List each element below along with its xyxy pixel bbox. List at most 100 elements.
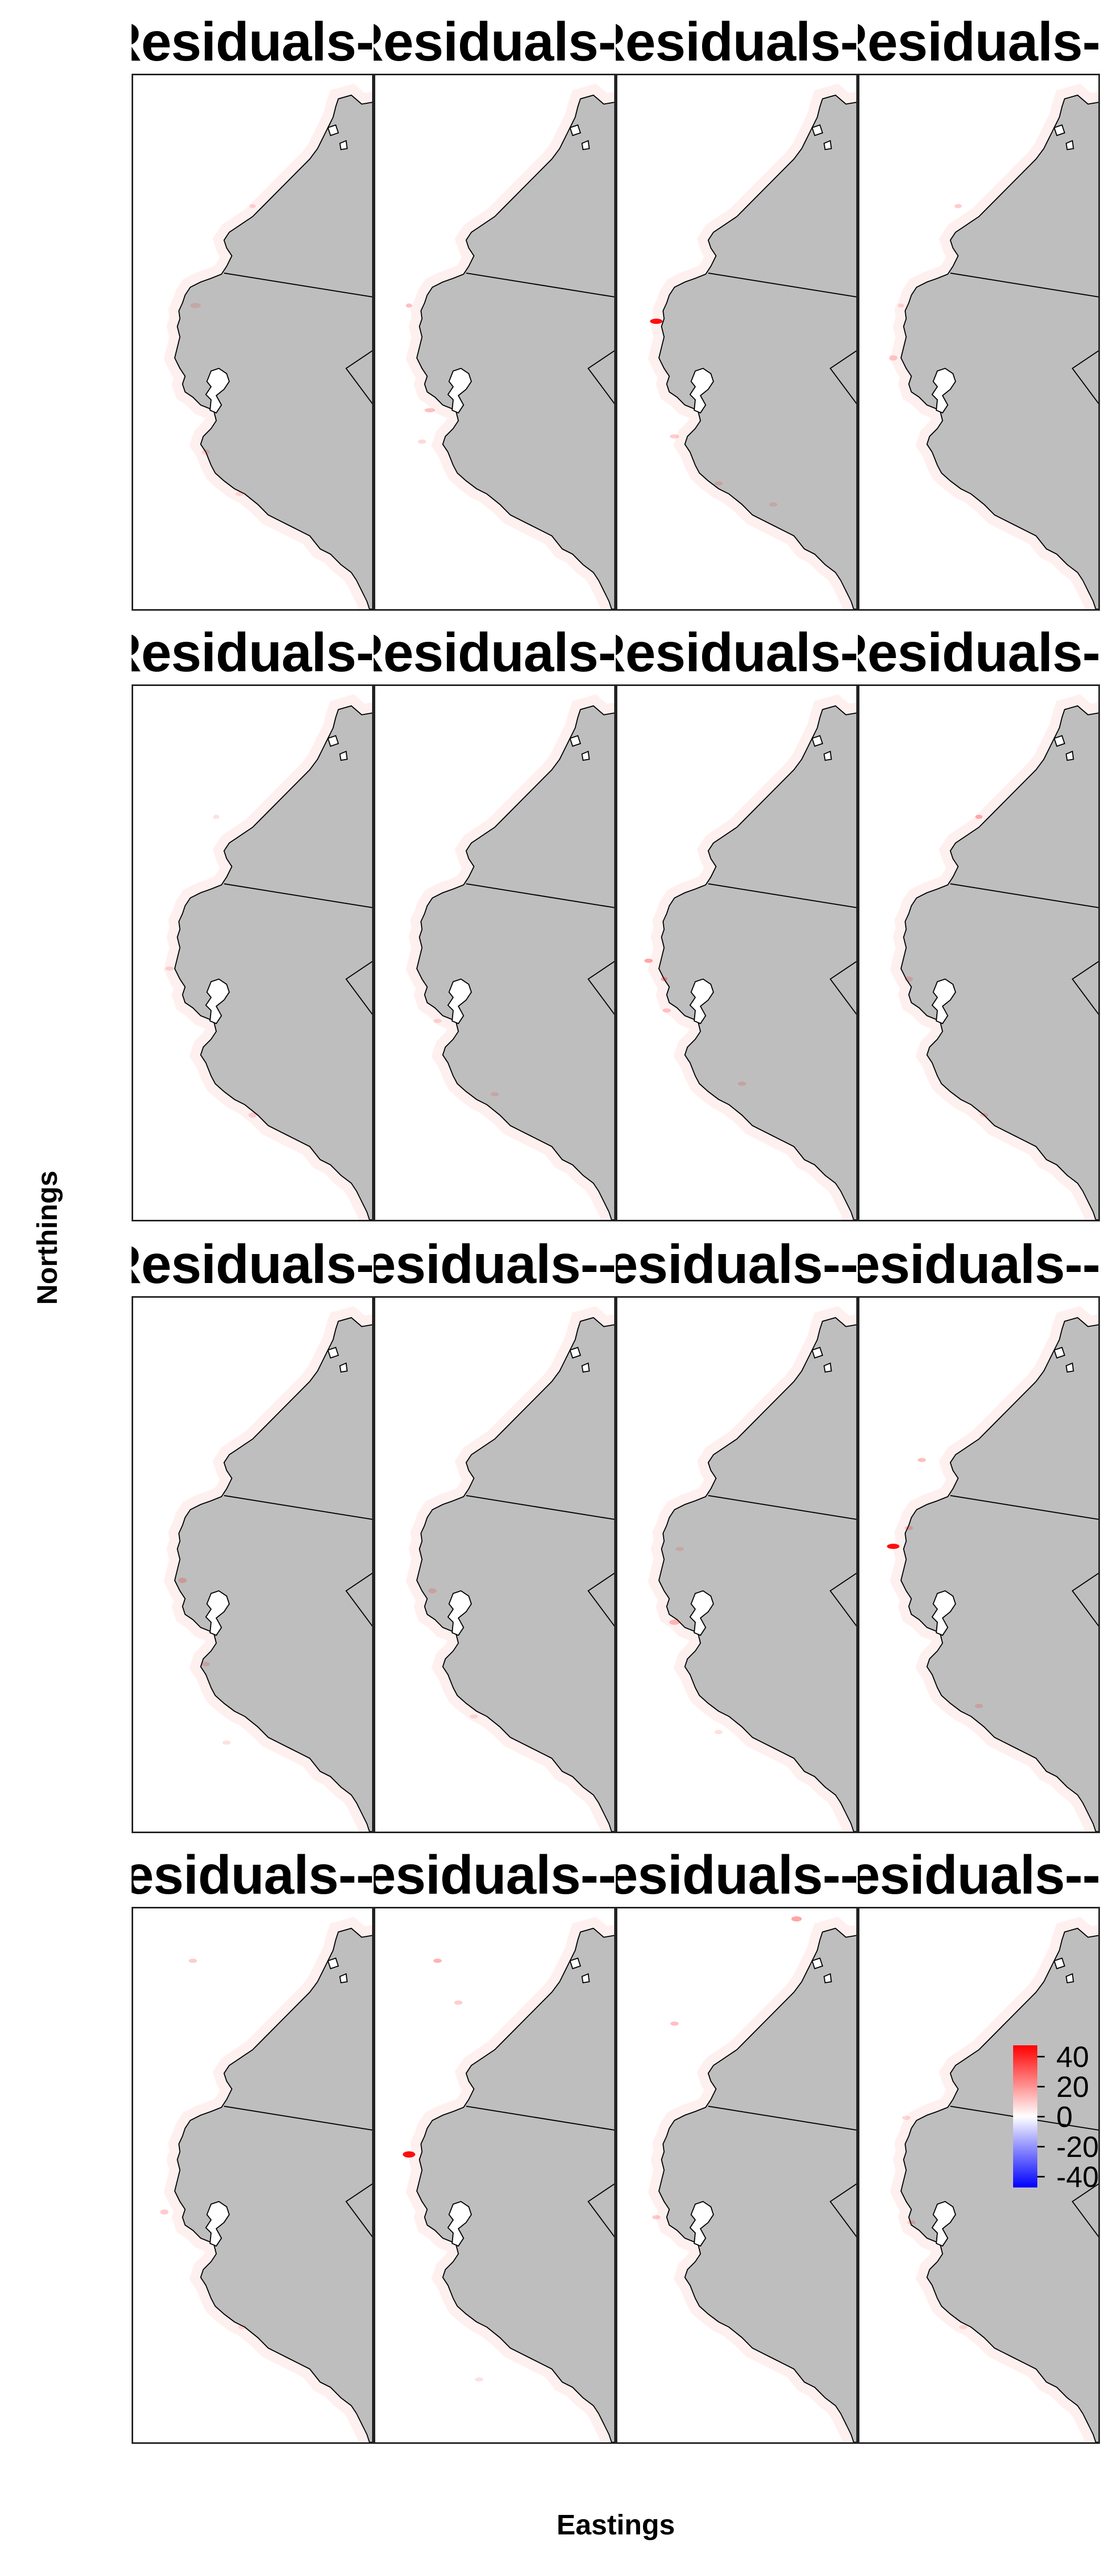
- residual-blob: [979, 1113, 988, 1118]
- facet-title-text: Residuals-: [616, 12, 858, 73]
- facet-title: Residuals-: [858, 11, 1100, 74]
- facet-title: Residuals--: [616, 1233, 858, 1296]
- residual-blob: [769, 502, 777, 507]
- facet-title-text: Residuals-: [374, 12, 616, 73]
- legend-tick: [1037, 2056, 1045, 2057]
- facet-title: Residuals--: [374, 1233, 616, 1296]
- residual-blob: [714, 1730, 723, 1735]
- state-border: [466, 272, 614, 297]
- state-border: [829, 1573, 856, 1627]
- land-polygon: [174, 1317, 372, 1832]
- state-border: [587, 350, 614, 404]
- map-panel: [858, 74, 1100, 611]
- state-border: [708, 2105, 856, 2131]
- map-svg: [160, 1916, 372, 2442]
- facet-title-text: Residuals--: [858, 1845, 1100, 1906]
- residual-blob: [417, 439, 426, 444]
- islands: [569, 1347, 590, 1373]
- islands: [1053, 1347, 1074, 1373]
- facet-title-text: Residuals--: [132, 1845, 374, 1906]
- land-polygon: [900, 1317, 1098, 1832]
- facet-title: Residuals--: [374, 1844, 616, 1907]
- residual-blob: [188, 1958, 197, 1963]
- state-border: [345, 1573, 372, 1627]
- land-polygon: [416, 705, 614, 1220]
- residual-blob: [975, 1704, 983, 1708]
- estuary: [931, 978, 956, 1025]
- facet-title: Residuals-: [616, 11, 858, 74]
- facet-title: Residuals-: [132, 621, 374, 684]
- state-border: [345, 2183, 372, 2237]
- residual-blob: [904, 976, 913, 982]
- residual-blob: [737, 1081, 746, 1086]
- islands: [811, 735, 832, 761]
- land-polygon: [900, 94, 1098, 609]
- map-svg: [164, 694, 372, 1220]
- map-svg: [164, 1306, 372, 1832]
- legend-label-40: 40: [1056, 2040, 1089, 2073]
- residual-blob: [907, 2220, 916, 2225]
- facet-title-text: Residuals--: [374, 1234, 616, 1295]
- map-svg: [406, 694, 614, 1220]
- map-svg: [648, 1306, 856, 1832]
- residual-blob: [791, 1916, 802, 1922]
- legend-tick: [1037, 2176, 1045, 2177]
- facet-title-text: Residuals-: [132, 1234, 374, 1295]
- residual-blob: [160, 2209, 169, 2215]
- map-panel: [132, 684, 374, 1221]
- state-border: [345, 961, 372, 1015]
- facet-title-text: Residuals-: [132, 622, 374, 683]
- estuary: [931, 367, 956, 414]
- residual-blob: [235, 492, 244, 496]
- residual-blob: [469, 1714, 478, 1719]
- map-panel: [374, 684, 616, 1221]
- residual-blob: [954, 204, 962, 208]
- x-axis-label: Eastings: [556, 2509, 675, 2541]
- residual-blob: [428, 1588, 437, 1594]
- map-svg: [889, 83, 1098, 609]
- y-axis-label: Northings: [32, 1170, 63, 1305]
- map-svg: [406, 1306, 614, 1832]
- state-border: [466, 2105, 614, 2131]
- map-panel: [374, 1296, 616, 1833]
- land-polygon: [658, 1317, 856, 1832]
- islands: [811, 1347, 832, 1373]
- facet-title: Residuals-: [374, 621, 616, 684]
- state-border: [708, 883, 856, 908]
- facet-title-text: Residuals--: [616, 1234, 858, 1295]
- map-svg: [164, 83, 372, 609]
- residual-blob: [222, 1740, 231, 1745]
- legend-tick: [1037, 2086, 1045, 2087]
- islands: [327, 1957, 348, 1984]
- residual-blob: [662, 1008, 671, 1013]
- residual-blob: [475, 2377, 484, 2382]
- state-border: [708, 272, 856, 297]
- islands: [1053, 735, 1074, 761]
- land-polygon: [900, 1927, 1098, 2442]
- facet-title: Residuals-: [132, 1233, 374, 1296]
- land-polygon: [416, 1927, 614, 2442]
- estuary: [447, 978, 472, 1025]
- map-svg: [648, 1916, 856, 2442]
- land-polygon: [658, 705, 856, 1220]
- land-polygon: [174, 705, 372, 1220]
- state-border: [950, 272, 1098, 297]
- residual-blob: [675, 1547, 684, 1551]
- map-svg: [644, 694, 856, 1220]
- residual-blob: [975, 814, 983, 819]
- residual-blob: [902, 2115, 910, 2120]
- estuary: [205, 1590, 230, 1636]
- map-panel: [616, 684, 858, 1221]
- islands: [569, 735, 590, 761]
- legend-label-0: 0: [1056, 2100, 1073, 2133]
- legend-label-neg20: -20: [1056, 2130, 1099, 2163]
- legend-label-20: 20: [1056, 2070, 1089, 2103]
- facet-title: Residuals-: [616, 621, 858, 684]
- facet-title: Residuals-: [132, 11, 374, 74]
- residual-blob: [238, 2325, 247, 2330]
- map-panel: [132, 1296, 374, 1833]
- residual-blob: [660, 977, 667, 981]
- map-panel: [616, 1296, 858, 1833]
- residual-blob: [652, 2215, 660, 2220]
- residual-blob: [644, 958, 653, 963]
